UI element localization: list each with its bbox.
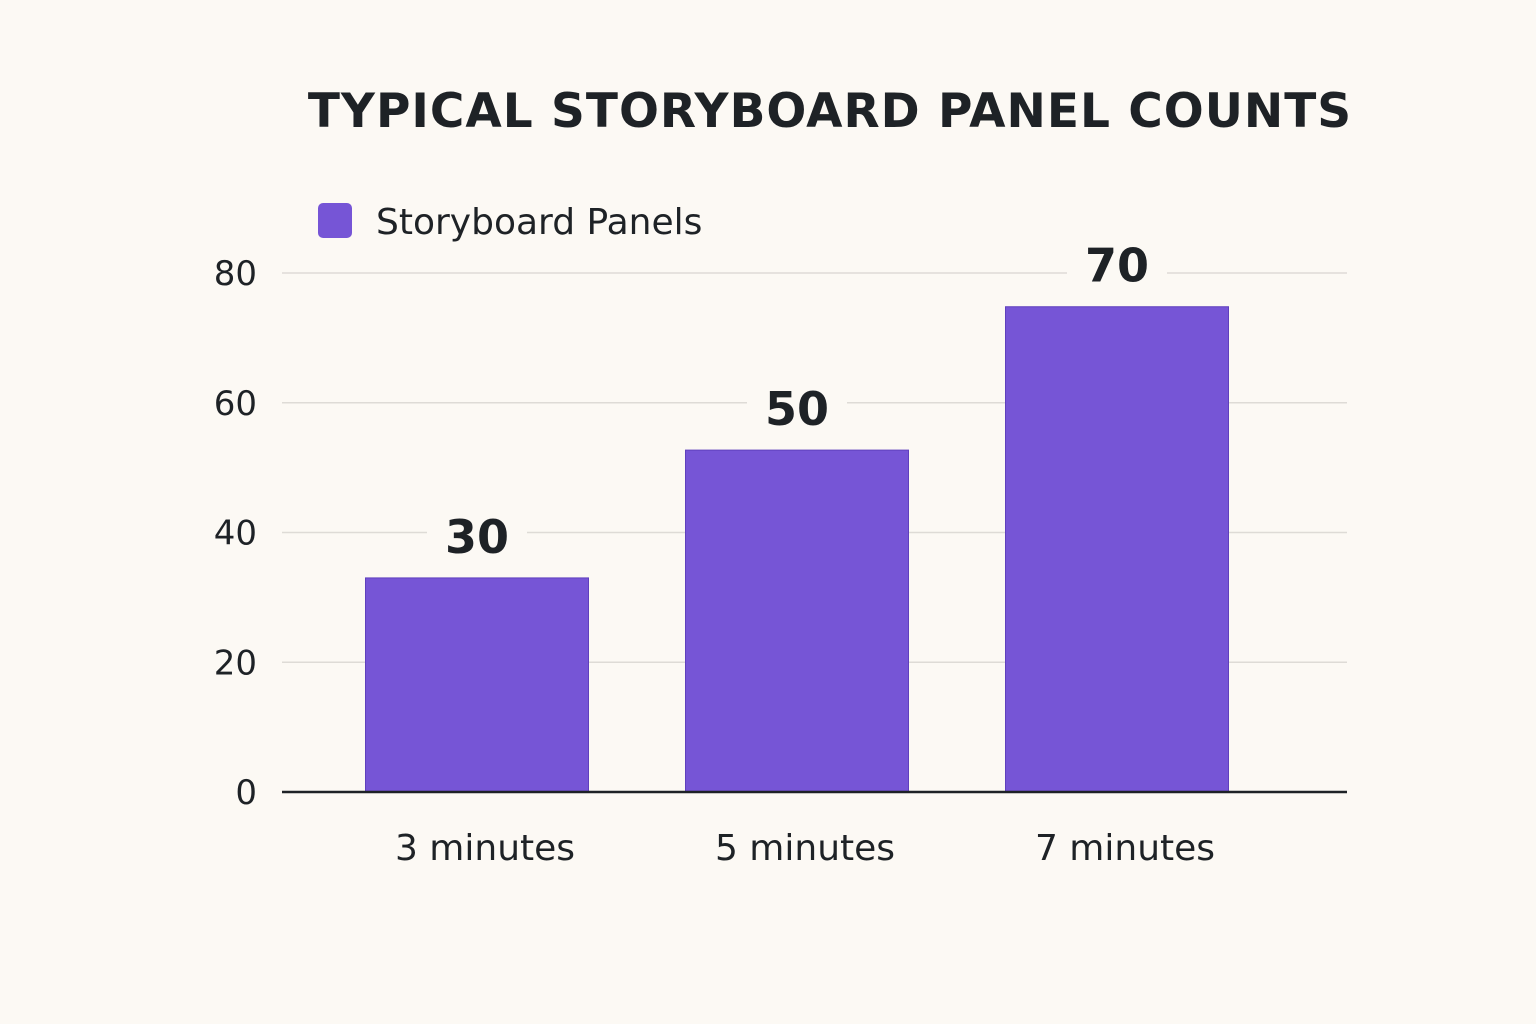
data-label-background [1067,238,1167,289]
bar[interactable] [685,449,909,793]
legend-swatch[interactable] [318,203,352,238]
data-label: 70 [1085,239,1149,293]
x-tick-label: 5 minutes [715,828,895,869]
bar[interactable] [1005,306,1229,793]
x-tick-label: 7 minutes [1035,828,1215,869]
data-label-background [427,509,527,560]
chart-title: TYPICAL STORYBOARD PANEL COUNTS [308,84,1352,139]
legend-label[interactable]: Storyboard Panels [376,202,702,243]
data-label: 50 [765,382,829,436]
bar[interactable] [365,577,589,793]
y-tick-label: 20 [214,643,257,683]
y-tick-label: 0 [235,773,257,813]
y-tick-label: 80 [214,254,257,294]
data-label-background [747,382,847,433]
y-tick-label: 40 [214,514,257,554]
x-tick-label: 3 minutes [395,828,575,869]
data-label: 30 [445,510,509,564]
y-tick-label: 60 [214,384,257,424]
